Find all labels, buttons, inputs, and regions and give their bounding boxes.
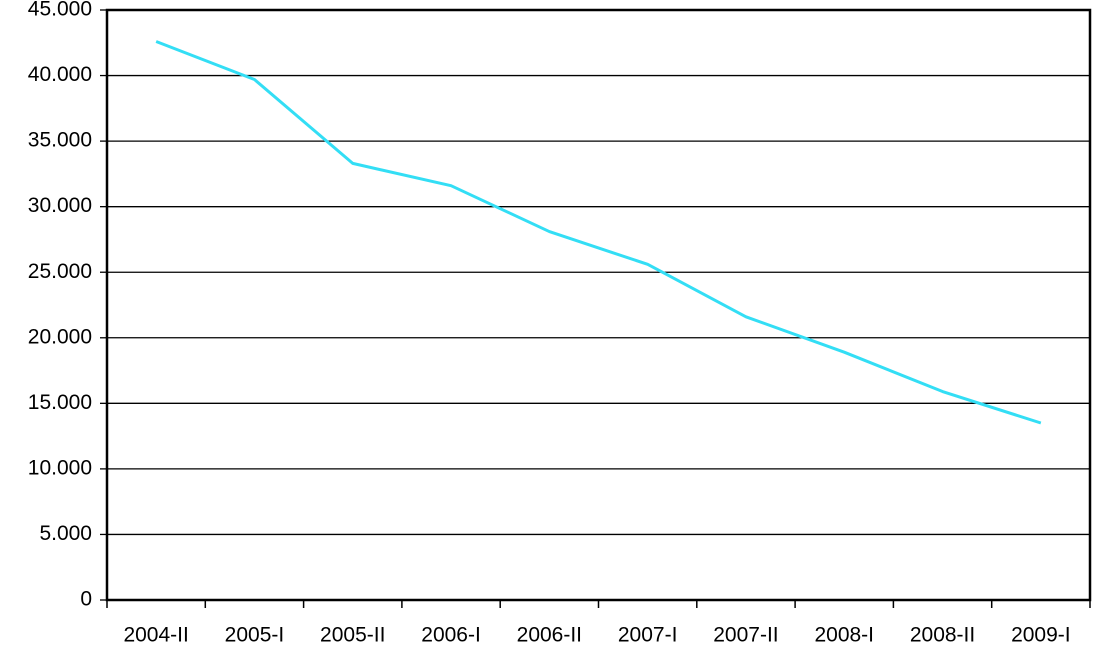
y-tick-label: 25.000 xyxy=(28,260,92,283)
x-tick-label: 2005-I xyxy=(225,624,285,646)
y-tick-label: 35.000 xyxy=(28,129,92,152)
x-tick-label: 2007-II xyxy=(713,624,778,646)
x-tick-label: 2005-II xyxy=(320,624,385,646)
x-tick-label: 2009-I xyxy=(1011,624,1071,646)
data-line xyxy=(155,40,1042,425)
x-tick-label: 2008-II xyxy=(910,624,975,646)
y-tick-label: 0 xyxy=(80,588,92,611)
y-tick-label: 20.000 xyxy=(28,325,92,348)
y-tick-label: 40.000 xyxy=(28,63,92,86)
y-tick-label: 5.000 xyxy=(39,522,92,545)
x-tick-label: 2006-II xyxy=(517,624,582,646)
x-tick-label: 2007-I xyxy=(618,624,678,646)
x-tick-label: 2008-I xyxy=(814,624,874,646)
plot-border xyxy=(105,8,1092,602)
y-tick-label: 30.000 xyxy=(28,194,92,217)
x-tick-label: 2004-II xyxy=(123,624,188,646)
y-tick-label: 15.000 xyxy=(28,391,92,414)
y-tick-label: 45.000 xyxy=(28,0,92,21)
x-tick-label: 2006-I xyxy=(421,624,481,646)
y-tick-label: 10.000 xyxy=(28,456,92,479)
